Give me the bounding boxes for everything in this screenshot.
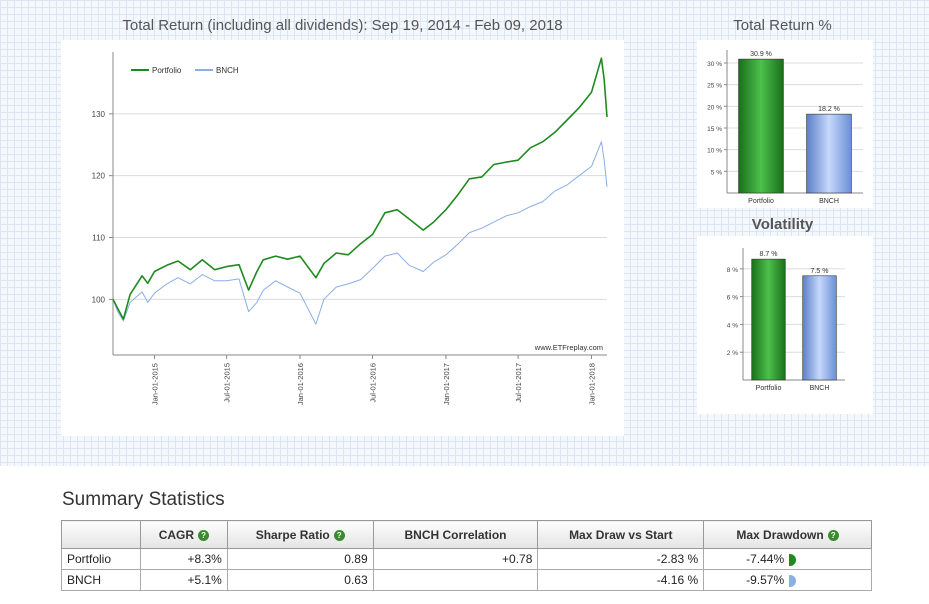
correlation-cell [372, 569, 539, 591]
bar-portfolio [738, 58, 784, 194]
table-row: Portfolio +8.3% 0.89 +0.78 -2.83 % -7.44… [61, 548, 872, 570]
total-return-bar-chart: 5 % 10 % 15 % 20 % 25 % 30 % 30.9 % Portfolio 18… [707, 50, 863, 205]
max-draw-start-cell: -2.83 % [537, 548, 705, 570]
correlation-cell: +0.78 [372, 548, 539, 570]
x-tick-label: Jan-01-2016 [296, 363, 305, 405]
x-tick-label: Jan-01-2018 [587, 363, 596, 405]
y-tick-label: 25 % [707, 83, 722, 90]
summary-table: CAGR? Sharpe Ratio? BNCH Correlation Max… [61, 520, 872, 591]
y-tick-label: 15 % [707, 126, 722, 133]
main-chart-panel: 100 110 120 130 Jan-01-2015 Jul-01-2015 Jan-01… [61, 40, 624, 436]
table-header-row: CAGR? Sharpe Ratio? BNCH Correlation Max… [61, 520, 872, 549]
column-header-max-drawdown: Max Drawdown? [703, 520, 872, 549]
volatility-bar-chart: 2 % 4 % 6 % 8 % 8.7 % Portfolio 7.5 % BNCH [727, 248, 845, 392]
y-tick-label: 10 % [707, 148, 722, 155]
drawdown-marker-icon [789, 574, 797, 587]
max-drawdown-cell: -7.44% [703, 548, 872, 570]
column-header-max-draw-start: Max Draw vs Start [537, 520, 705, 549]
x-tick-label: Jan-01-2017 [442, 363, 451, 405]
sharpe-cell: 0.89 [226, 548, 374, 570]
drawdown-marker-icon [789, 553, 797, 566]
column-header-blank [61, 520, 141, 549]
y-tick-label: 30 % [707, 61, 722, 68]
y-tick-label: 20 % [707, 104, 722, 111]
bar-bnch [806, 113, 852, 194]
sharpe-cell: 0.63 [226, 569, 374, 591]
series-line-bnch [112, 141, 608, 325]
column-header-cagr: CAGR? [139, 520, 228, 549]
y-tick-label: 110 [92, 234, 105, 243]
x-category-label: BNCH [810, 385, 830, 392]
y-tick-label: 4 % [727, 322, 738, 329]
y-tick-label: 8 % [727, 267, 738, 274]
bar-value-label: 30.9 % [750, 51, 772, 58]
x-tick-label: Jul-01-2017 [514, 363, 523, 403]
y-tick-label: 2 % [727, 350, 738, 357]
bar-value-label: 7.5 % [811, 268, 829, 275]
cagr-cell: +8.3% [139, 548, 228, 570]
volatility-panel: 2 % 4 % 6 % 8 % 8.7 % Portfolio 7.5 % BNCH [697, 236, 873, 414]
help-icon[interactable]: ? [827, 529, 839, 541]
cagr-cell: +5.1% [139, 569, 228, 591]
y-tick-label: 5 % [711, 169, 722, 176]
x-category-label: Portfolio [756, 385, 782, 392]
help-icon[interactable]: ? [333, 529, 345, 541]
legend-label: Portfolio [152, 66, 182, 75]
series-line-portfolio [112, 57, 608, 320]
max-draw-start-cell: -4.16 % [537, 569, 705, 591]
x-category-label: BNCH [819, 198, 839, 205]
y-tick-label: 120 [92, 172, 106, 181]
y-tick-label: 6 % [727, 295, 738, 302]
volatility-title: Volatility [751, 216, 814, 233]
y-tick-label: 100 [92, 295, 106, 304]
help-icon[interactable]: ? [198, 529, 210, 541]
x-category-label: Portfolio [748, 198, 774, 205]
bar-value-label: 8.7 % [760, 251, 778, 258]
max-drawdown-cell: -9.57% [703, 569, 872, 591]
x-tick-label: Jul-01-2015 [223, 363, 232, 403]
x-tick-label: Jan-01-2015 [150, 363, 159, 405]
bar-value-label: 18.2 % [818, 106, 840, 113]
total-return-panel: 5 % 10 % 15 % 20 % 25 % 30 % 30.9 % Portfolio 18… [697, 40, 873, 208]
x-tick-label: Jul-01-2016 [369, 363, 378, 403]
bar-portfolio [751, 258, 786, 381]
bar-bnch [802, 275, 837, 381]
y-tick-label: 130 [92, 110, 106, 119]
total-return-line-chart: 100 110 120 130 Jan-01-2015 Jul-01-2015 Jan-01… [92, 52, 608, 405]
column-header-sharpe: Sharpe Ratio? [226, 520, 374, 549]
table-row: BNCH +5.1% 0.63 -4.16 % -9.57% [61, 569, 872, 591]
main-chart-title: Total Return (including all dividends): … [122, 17, 563, 34]
total-return-title: Total Return % [733, 17, 832, 34]
watermark-text: www.ETFreplay.com [534, 343, 603, 352]
summary-title: Summary Statistics [62, 489, 225, 510]
column-header-correlation: BNCH Correlation [372, 520, 539, 549]
legend-label: BNCH [216, 66, 239, 75]
row-name: BNCH [61, 569, 141, 591]
row-name: Portfolio [61, 548, 141, 570]
